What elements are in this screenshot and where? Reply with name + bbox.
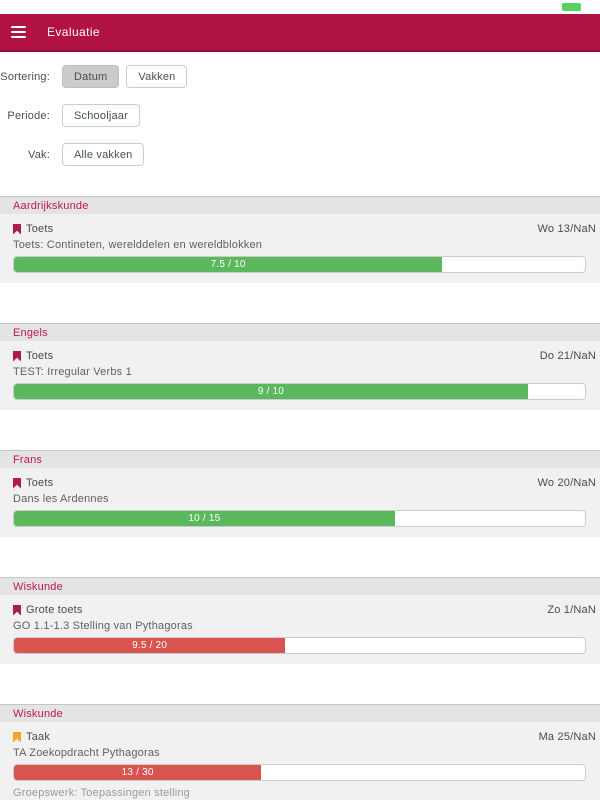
bookmark-icon <box>13 350 21 362</box>
score-bar-fill: 10 / 15 <box>14 511 395 526</box>
subject-section: Aardrijkskunde Toets Wo 13/NaN Toets: Co… <box>0 196 600 283</box>
subject-header: Wiskunde <box>0 577 600 595</box>
subject-name: Frans <box>13 453 43 466</box>
partial-next-row: Groepswerk: Toepassingen stelling <box>13 787 190 799</box>
bookmark-icon <box>13 604 21 616</box>
subject-name: Wiskunde <box>13 580 63 593</box>
subject-section: Engels Toets Do 21/NaN TEST: Irregular V… <box>0 323 600 410</box>
evaluation-description: GO 1.1-1.3 Stelling van Pythagoras <box>13 620 193 632</box>
evaluation-date: Zo 1/NaN <box>547 604 596 616</box>
evaluation-type-label: Toets <box>26 477 54 489</box>
evaluation-date: Do 21/NaN <box>539 350 596 362</box>
subject-header: Wiskunde <box>0 704 600 722</box>
status-bar <box>0 0 600 14</box>
score-bar: 10 / 15 <box>13 510 586 527</box>
subject-header: Aardrijkskunde <box>0 196 600 214</box>
score-bar: 13 / 30 <box>13 764 586 781</box>
subject-name: Aardrijkskunde <box>13 199 89 212</box>
vak-label: Vak: <box>28 148 50 161</box>
filter-row-periode: Periode: Schooljaar <box>0 104 600 127</box>
filter-row-vak: Vak: Alle vakken <box>0 143 600 166</box>
score-bar-fill: 13 / 30 <box>14 765 262 780</box>
score-bar: 9 / 10 <box>13 383 586 400</box>
score-bar-fill: 9.5 / 20 <box>14 638 286 653</box>
score-bar: 7.5 / 10 <box>13 256 586 273</box>
subject-name: Wiskunde <box>13 707 63 720</box>
subject-section: Wiskunde Grote toets Zo 1/NaN GO 1.1-1.3… <box>0 577 600 664</box>
score-bar-fill: 7.5 / 10 <box>14 257 443 272</box>
bookmark-icon <box>13 477 21 489</box>
filter-panel: Sortering: Datum Vakken Periode: Schoolj… <box>0 52 600 166</box>
evaluation-date: Wo 20/NaN <box>537 477 596 489</box>
subject-section: Wiskunde Taak Ma 25/NaN TA Zoekopdracht … <box>0 704 600 800</box>
bookmark-icon <box>13 731 21 743</box>
sortering-label: Sortering: <box>0 70 50 83</box>
evaluation-row[interactable]: Grote toets Zo 1/NaN GO 1.1-1.3 Stelling… <box>0 595 600 664</box>
evaluation-list: Aardrijkskunde Toets Wo 13/NaN Toets: Co… <box>0 196 600 800</box>
evaluation-description: TEST: Irregular Verbs 1 <box>13 366 132 378</box>
filter-row-sortering: Sortering: Datum Vakken <box>0 65 600 88</box>
evaluation-date: Wo 13/NaN <box>537 223 596 235</box>
evaluation-description: Dans les Ardennes <box>13 493 109 505</box>
sort-datum-button[interactable]: Datum <box>62 65 120 88</box>
score-bar: 9.5 / 20 <box>13 637 586 654</box>
evaluation-row[interactable]: Toets Wo 20/NaN Dans les Ardennes 10 / 1… <box>0 468 600 537</box>
page-title: Evaluatie <box>47 25 100 39</box>
subject-name: Engels <box>13 326 48 339</box>
score-bar-fill: 9 / 10 <box>14 384 528 399</box>
evaluation-description: TA Zoekopdracht Pythagoras <box>13 747 160 759</box>
bookmark-icon <box>13 223 21 235</box>
evaluation-row[interactable]: Taak Ma 25/NaN TA Zoekopdracht Pythagora… <box>0 722 600 800</box>
evaluation-type-label: Toets <box>26 223 54 235</box>
subject-header: Frans <box>0 450 600 468</box>
evaluation-type-label: Taak <box>26 731 51 743</box>
hamburger-menu-icon[interactable] <box>11 23 26 41</box>
app-bar: Evaluatie <box>0 14 600 52</box>
sort-vakken-button[interactable]: Vakken <box>126 65 188 88</box>
evaluation-type-label: Grote toets <box>26 604 83 616</box>
periode-schooljaar-button[interactable]: Schooljaar <box>62 104 140 127</box>
evaluation-description: Toets: Contineten, werelddelen en wereld… <box>13 239 263 251</box>
subject-section: Frans Toets Wo 20/NaN Dans les Ardennes … <box>0 450 600 537</box>
evaluation-date: Ma 25/NaN <box>538 731 596 743</box>
subject-header: Engels <box>0 323 600 341</box>
vak-alle-vakken-button[interactable]: Alle vakken <box>62 143 145 166</box>
evaluation-type-label: Toets <box>26 350 54 362</box>
evaluation-row[interactable]: Toets Do 21/NaN TEST: Irregular Verbs 1 … <box>0 341 600 410</box>
evaluation-row[interactable]: Toets Wo 13/NaN Toets: Contineten, werel… <box>0 214 600 283</box>
periode-label: Periode: <box>7 109 50 122</box>
battery-icon <box>562 3 581 11</box>
